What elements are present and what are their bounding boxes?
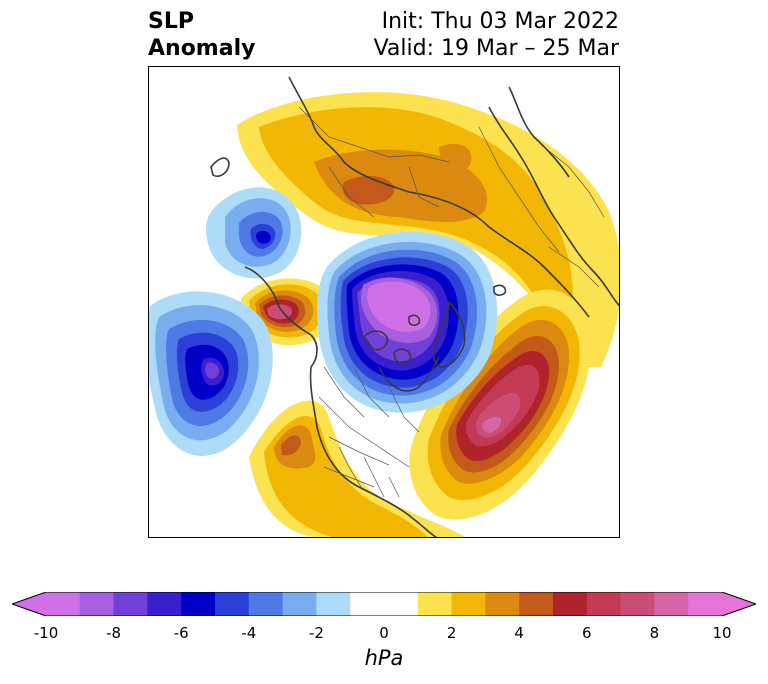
colorbar-tick-label: 8 (649, 624, 660, 642)
map-linework (210, 76, 619, 537)
colorbar-tick-label: -8 (106, 624, 122, 642)
colorbar-tick-label: -10 (33, 624, 59, 642)
coastline-iceland (493, 284, 507, 296)
colorbar-tick-label: 2 (446, 624, 457, 642)
colorbar-cell (417, 592, 453, 616)
colorbar-cell (384, 592, 419, 616)
colorbar (12, 592, 756, 616)
colorbar-tick-label: -2 (308, 624, 324, 642)
colorbar-cell (147, 592, 182, 616)
border-line (543, 146, 605, 288)
colorbar-cell (519, 592, 554, 616)
coastline-alaska (244, 266, 318, 368)
colorbar-tick-label: 0 (379, 624, 389, 642)
colorbar-cell (485, 592, 520, 616)
colorbar-unit-label: hPa (364, 646, 404, 670)
colorbar-extension-high (722, 592, 756, 616)
negative-anomaly-siberia (206, 187, 302, 279)
colorbar-cell (451, 592, 486, 616)
coastline-hudson (378, 356, 440, 392)
coastline-scandinavia (508, 86, 570, 178)
colorbar-extension-low (12, 592, 46, 616)
border-line (318, 396, 410, 468)
map-title-line1: SLP (148, 9, 194, 34)
political-borders (298, 106, 605, 498)
colorbar-cells (46, 592, 723, 616)
coastline-japan (210, 157, 230, 178)
colorbar-tick-label: -4 (241, 624, 257, 642)
colorbar-cell (215, 592, 250, 616)
negative-anomaly-pacific (149, 291, 273, 456)
border-line (328, 166, 440, 218)
coastline-greenland (432, 301, 466, 368)
colorbar-cell (620, 592, 655, 616)
map-title-line2: Anomaly (148, 36, 256, 61)
coastline-europe (488, 106, 619, 307)
valid-range-label: Valid: 19 Mar – 25 Mar (373, 36, 619, 61)
colorbar-cell (654, 592, 689, 616)
colorbar-cell (350, 592, 385, 616)
coastline-eurasia (288, 76, 590, 318)
border-line (323, 446, 400, 498)
colorbar-tick-labels: -10 -8 -6 -4 -2 0 2 4 6 8 10 (0, 624, 768, 644)
border-line (298, 106, 450, 163)
init-date-label: Init: Thu 03 Mar 2022 (381, 9, 619, 34)
map-title: SLP Anomaly (148, 8, 255, 62)
colorbar-cell (553, 592, 588, 616)
positive-anomaly-north-america (249, 400, 466, 537)
colorbar-tick-label: -6 (173, 624, 189, 642)
colorbar-tick-label: 4 (514, 624, 524, 642)
colorbar-cell (586, 592, 622, 616)
forecast-dates: Init: Thu 03 Mar 2022 Valid: 19 Mar – 25… (374, 8, 619, 62)
border-line (478, 126, 560, 253)
colorbar-cell (248, 592, 284, 616)
negative-anomaly-arctic (317, 231, 498, 413)
colorbar-cell (181, 592, 216, 616)
colorbar-tick-label: 10 (712, 624, 732, 642)
coastline-north-america (309, 366, 438, 537)
colorbar-cell (316, 592, 351, 616)
anomaly-map (149, 76, 619, 537)
colorbar-cell (688, 592, 723, 616)
colorbar-cell (113, 592, 148, 616)
map-panel (148, 66, 620, 538)
colorbar-tick-label: 6 (582, 624, 592, 642)
colorbar-cell (79, 592, 115, 616)
border-line (323, 366, 420, 433)
positive-anomaly-atlantic (409, 289, 591, 520)
colorbar-cell (46, 592, 81, 616)
colorbar-cell (282, 592, 317, 616)
coastline-arctic-islands (363, 314, 421, 365)
